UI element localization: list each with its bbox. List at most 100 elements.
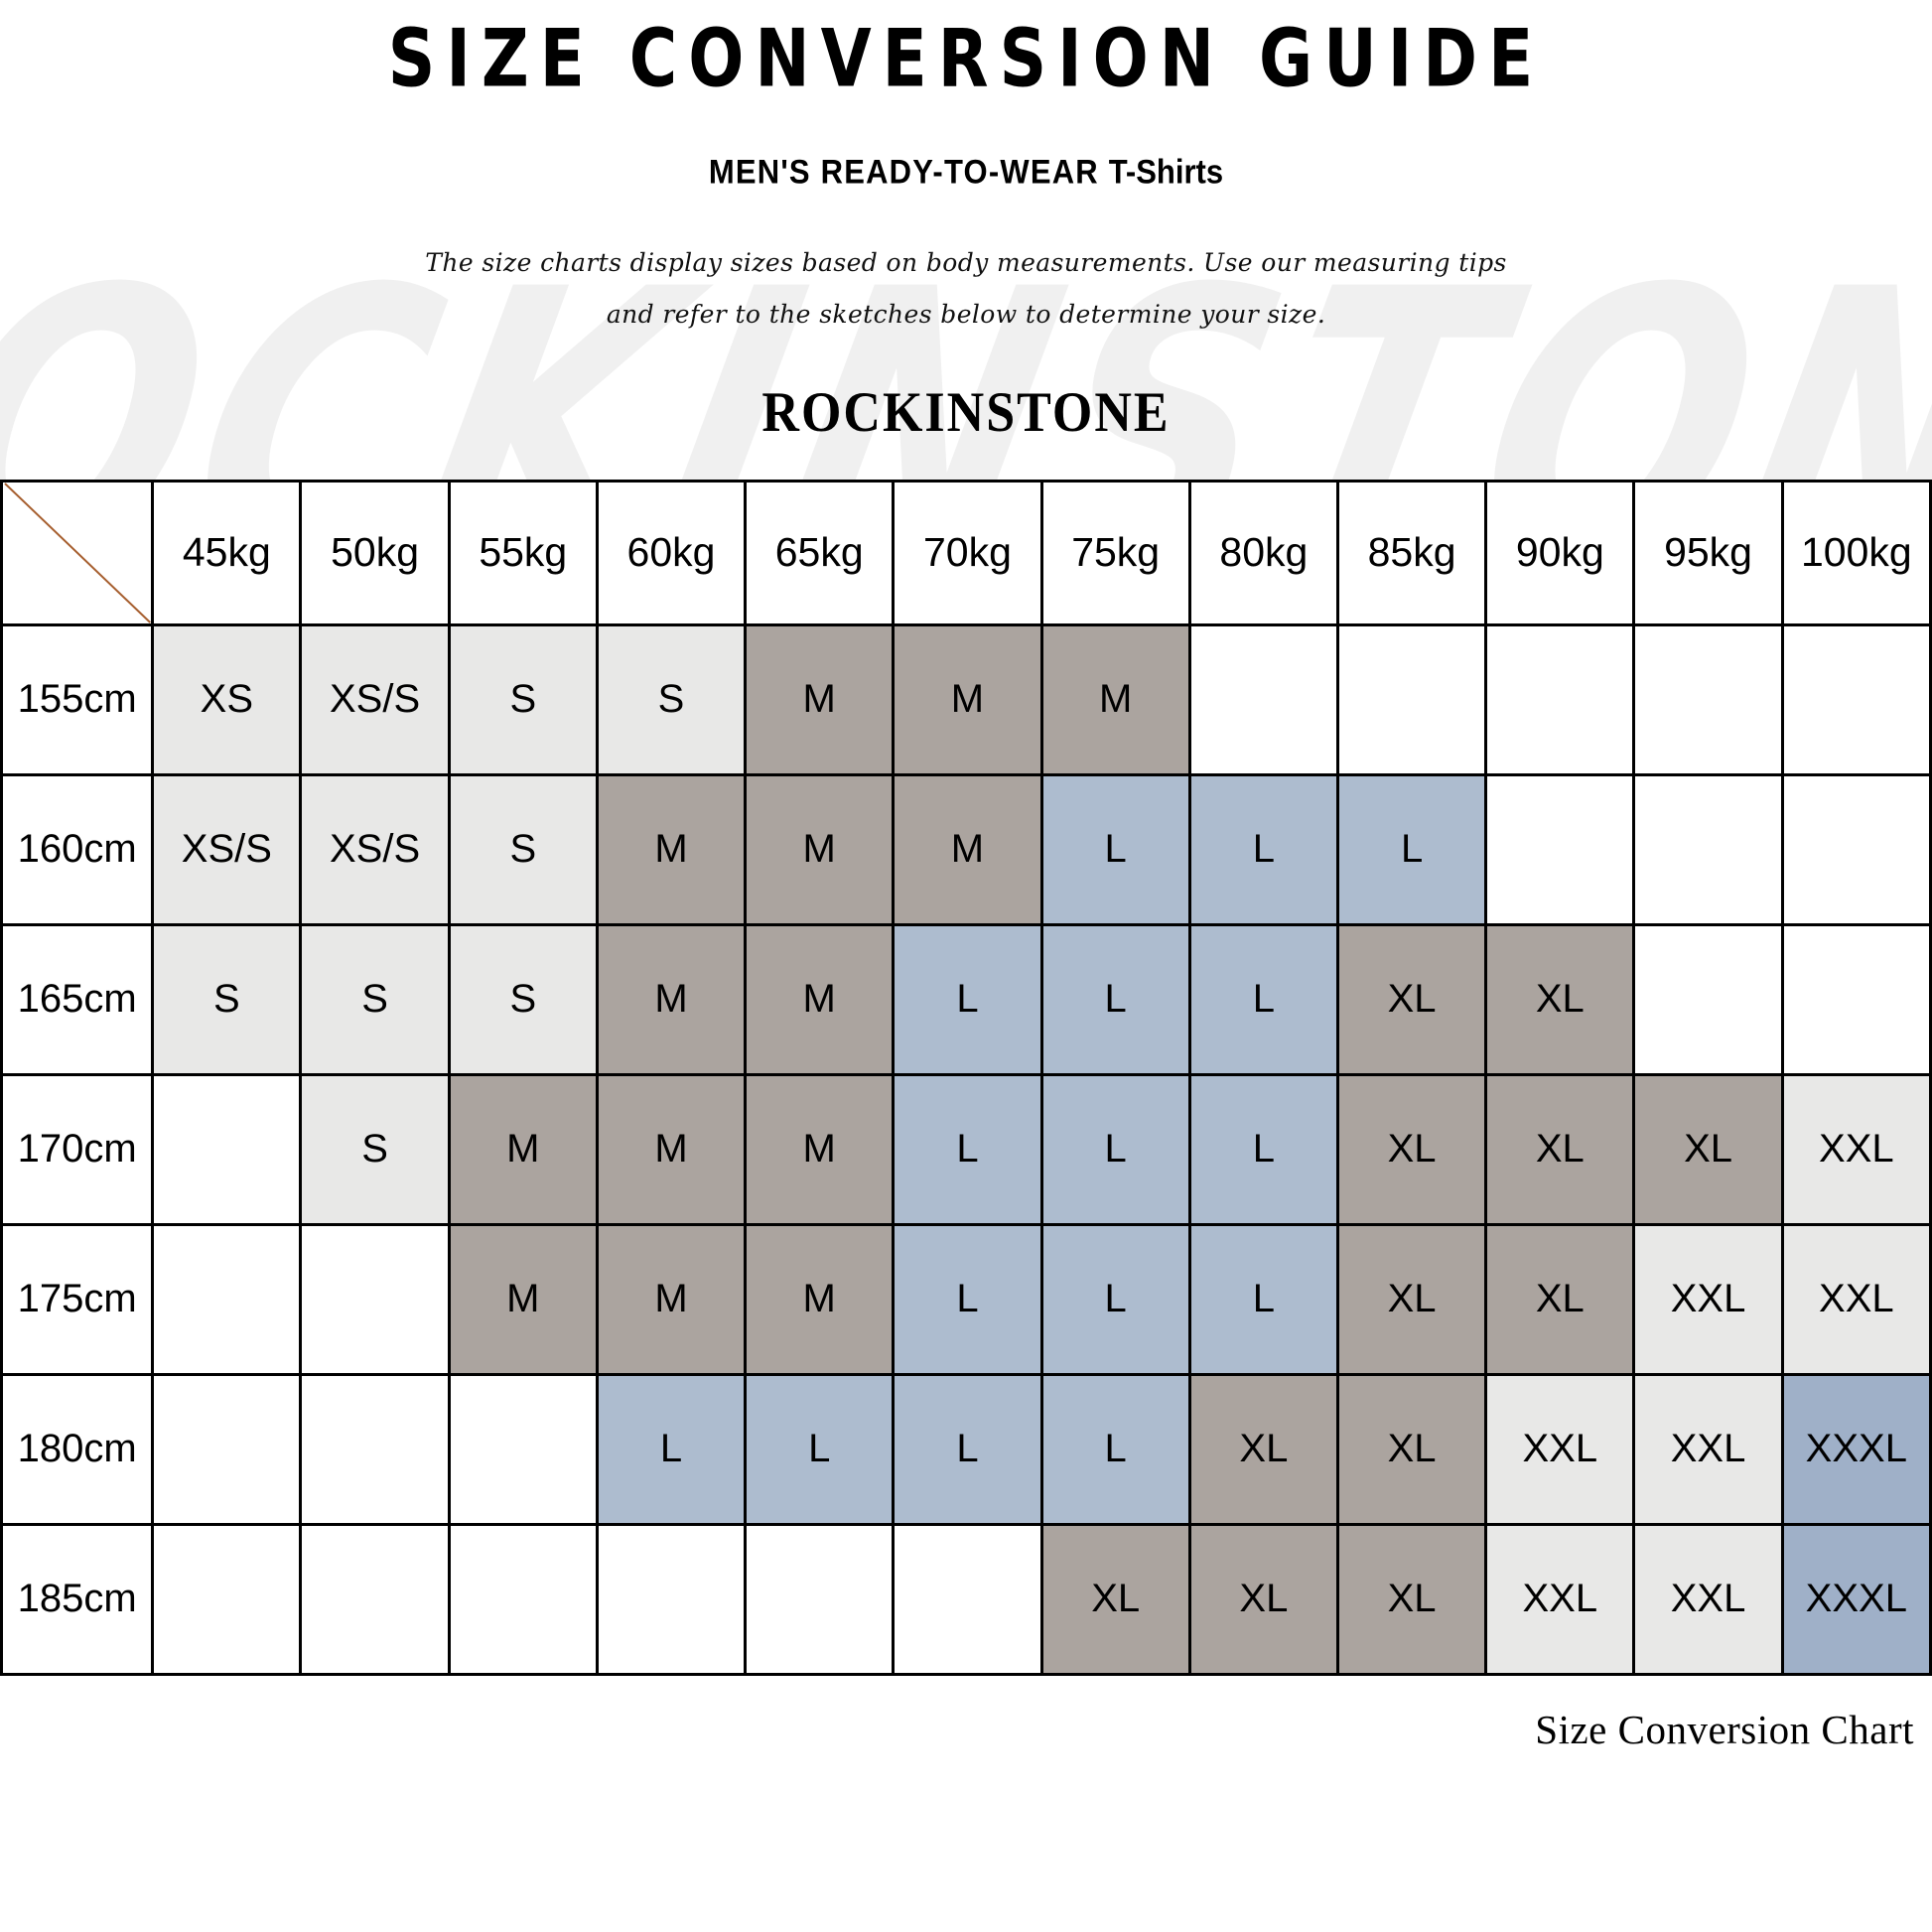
size-cell: XL (1335, 1222, 1488, 1376)
column-header-weight: 70kg (892, 479, 1043, 626)
size-cell-empty (744, 1522, 896, 1676)
size-cell: L (892, 1072, 1043, 1226)
size-cell: XS/S (299, 622, 451, 776)
column-header-weight: 100kg (1780, 479, 1932, 626)
size-table-container: 45kg 50kg 55kg 60kg 65kg 70kg 75kg 80kg 85kg 90kg… (0, 440, 1932, 1676)
size-cell: S (151, 922, 303, 1076)
size-cell: XXL (1780, 1072, 1932, 1226)
size-cell: M (447, 1222, 599, 1376)
size-cell: XXL (1632, 1372, 1784, 1526)
size-cell: L (1039, 1372, 1191, 1526)
size-cell: XXL (1780, 1222, 1932, 1376)
size-cell: XL (1039, 1522, 1191, 1676)
size-cell-empty (1780, 922, 1932, 1076)
column-header-weight: 65kg (744, 479, 896, 626)
table-row: 170cm S M M M L L L XL XL XL XXL (0, 1072, 1932, 1226)
size-cell: M (447, 1072, 599, 1226)
size-cell: L (1187, 772, 1339, 926)
size-cell: L (1187, 1222, 1339, 1376)
size-cell-empty (1632, 622, 1784, 776)
size-cell: M (744, 622, 896, 776)
column-header-weight: 85kg (1335, 479, 1488, 626)
table-row: 185cm XL XL XL XXL XXL XXXL (0, 1522, 1932, 1676)
row-header-height: 175cm (0, 1222, 155, 1376)
size-cell: S (447, 622, 599, 776)
size-cell-empty (1484, 772, 1636, 926)
column-header-weight: 60kg (595, 479, 748, 626)
size-cell: L (1187, 922, 1339, 1076)
subtitle: MEN'S READY-TO-WEAR T-Shirts (0, 76, 1932, 192)
table-row: 165cm S S S M M L L L XL XL (0, 922, 1932, 1076)
size-cell: XL (1335, 1072, 1488, 1226)
size-cell-empty (151, 1522, 303, 1676)
subtitle-category: MEN'S READY-TO-WEAR (708, 152, 1099, 192)
row-header-height: 180cm (0, 1372, 155, 1526)
size-cell-empty (595, 1522, 748, 1676)
size-cell: XS (151, 622, 303, 776)
row-header-height: 185cm (0, 1522, 155, 1676)
size-cell-empty (1335, 622, 1488, 776)
size-cell: L (1039, 772, 1191, 926)
row-header-height: 155cm (0, 622, 155, 776)
column-header-weight: 75kg (1039, 479, 1191, 626)
size-cell: S (595, 622, 748, 776)
size-cell: XXL (1484, 1522, 1636, 1676)
size-cell-empty (892, 1522, 1043, 1676)
size-cell: XXXL (1780, 1372, 1932, 1526)
size-cell: XL (1484, 1072, 1636, 1226)
size-cell: S (447, 772, 599, 926)
size-cell: XL (1484, 922, 1636, 1076)
size-cell: XL (1484, 1222, 1636, 1376)
size-cell: XL (1335, 1522, 1488, 1676)
table-header-row: 45kg 50kg 55kg 60kg 65kg 70kg 75kg 80kg 85kg 90kg… (0, 479, 1932, 626)
size-cell-empty (151, 1072, 303, 1226)
size-cell-empty (1780, 772, 1932, 926)
size-cell: L (595, 1372, 748, 1526)
size-cell: L (892, 922, 1043, 1076)
size-cell-empty (299, 1522, 451, 1676)
size-cell: L (1039, 1222, 1191, 1376)
brand-name: ROCKINSTONE (761, 381, 1171, 444)
size-cell: M (744, 922, 896, 1076)
size-cell: XL (1335, 1372, 1488, 1526)
size-cell-empty (447, 1522, 599, 1676)
size-cell-empty (299, 1372, 451, 1526)
size-cell: M (892, 772, 1043, 926)
size-cell: XL (1187, 1522, 1339, 1676)
subtitle-garment: T-Shirts (1108, 152, 1224, 192)
size-cell-empty (151, 1222, 303, 1376)
size-cell: L (892, 1372, 1043, 1526)
size-cell-empty (447, 1372, 599, 1526)
table-row: 180cm L L L L XL XL XXL XXL XXXL (0, 1372, 1932, 1526)
footer-caption: Size Conversion Chart (1535, 1706, 1914, 1752)
size-cell: M (595, 772, 748, 926)
size-cell: L (1039, 922, 1191, 1076)
size-cell: XL (1335, 922, 1488, 1076)
column-header-weight: 45kg (151, 479, 303, 626)
row-header-height: 165cm (0, 922, 155, 1076)
size-conversion-table: 45kg 50kg 55kg 60kg 65kg 70kg 75kg 80kg 85kg 90kg… (0, 479, 1932, 1676)
column-header-weight: 95kg (1632, 479, 1784, 626)
size-cell: XS/S (299, 772, 451, 926)
size-cell: XXL (1632, 1222, 1784, 1376)
column-header-weight: 55kg (447, 479, 599, 626)
size-cell: XS/S (151, 772, 303, 926)
size-cell: M (595, 1072, 748, 1226)
size-cell: M (1039, 622, 1191, 776)
size-cell: M (744, 772, 896, 926)
size-cell: XXXL (1780, 1522, 1932, 1676)
diagonal-divider-icon (4, 483, 150, 622)
intro-paragraph: The size charts display sizes based on b… (425, 248, 1507, 329)
column-header-weight: 80kg (1187, 479, 1339, 626)
size-cell: XXL (1632, 1522, 1784, 1676)
page-title: SIZE CONVERSION GUIDE (387, 12, 1545, 106)
size-cell: XL (1187, 1372, 1339, 1526)
table-body: 155cm XS XS/S S S M M M 160cm XS/S XS/S S M M M L L L 165c… (0, 622, 1932, 1676)
size-cell: M (595, 922, 748, 1076)
size-cell: L (744, 1372, 896, 1526)
size-cell: S (299, 1072, 451, 1226)
table-head: 45kg 50kg 55kg 60kg 65kg 70kg 75kg 80kg 85kg 90kg… (0, 479, 1932, 626)
row-header-height: 160cm (0, 772, 155, 926)
size-cell: S (299, 922, 451, 1076)
size-cell-empty (1484, 622, 1636, 776)
